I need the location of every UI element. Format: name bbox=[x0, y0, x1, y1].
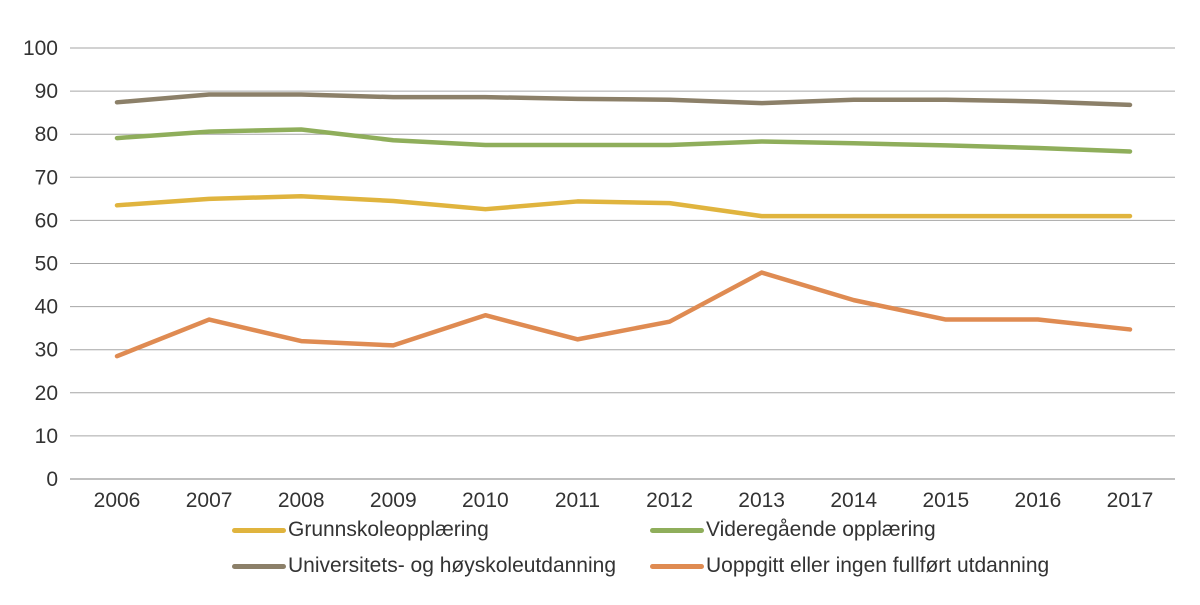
x-axis-tick-label: 2006 bbox=[94, 489, 141, 512]
y-axis-tick-label: 30 bbox=[35, 339, 58, 362]
series-line-universitets-og-høyskoleutdanning bbox=[114, 92, 1133, 108]
x-axis-tick-label: 2015 bbox=[922, 489, 969, 512]
x-axis-tick-label: 2016 bbox=[1015, 489, 1062, 512]
x-axis-tick-label: 2013 bbox=[738, 489, 785, 512]
legend-label: Universitets- og høyskoleutdanning bbox=[288, 554, 617, 577]
gridlines bbox=[70, 47, 1175, 480]
x-axis-tick-label: 2011 bbox=[555, 489, 600, 512]
y-axis-tick-label: 70 bbox=[35, 166, 58, 189]
legend-item: Universitets- og høyskoleutdanning bbox=[232, 554, 616, 578]
y-axis-labels: 0 10 20 30 40 50 60 70 80 90 100 bbox=[23, 37, 58, 491]
y-axis-tick-label: 60 bbox=[35, 209, 58, 232]
legend-item: Grunnskoleopplæring bbox=[232, 518, 489, 542]
x-axis-tick-label: 2008 bbox=[278, 489, 325, 512]
legend-swatch-icon bbox=[650, 563, 704, 569]
series-line-grunnskoleopplæring bbox=[114, 194, 1133, 219]
y-axis-tick-label: 90 bbox=[35, 80, 58, 103]
legend-swatch-icon bbox=[650, 527, 704, 533]
y-axis-tick-label: 20 bbox=[35, 382, 58, 405]
series-line-videregående-opplæring bbox=[114, 127, 1133, 154]
legend-label: Videregående opplæring bbox=[706, 518, 936, 541]
x-axis-labels: 2006 2007 2008 2009 2010 2011 2012 2013 2014 2015… bbox=[94, 489, 1154, 512]
legend-label: Uoppgitt eller ingen fullført utdanning bbox=[706, 554, 1050, 577]
legend-swatch-icon bbox=[232, 527, 286, 533]
series-lines bbox=[114, 92, 1133, 359]
y-axis-tick-label: 40 bbox=[35, 296, 58, 319]
x-axis-tick-label: 2012 bbox=[646, 489, 693, 512]
x-axis-tick-label: 2007 bbox=[186, 489, 233, 512]
legend-item: Videregående opplæring bbox=[650, 518, 936, 542]
y-axis-tick-label: 10 bbox=[35, 425, 58, 448]
y-axis-tick-label: 80 bbox=[35, 123, 58, 146]
legend-label: Grunnskoleopplæring bbox=[288, 518, 489, 541]
x-axis-tick-label: 2014 bbox=[830, 489, 877, 512]
x-axis-tick-label: 2010 bbox=[462, 489, 509, 512]
series-line-uoppgitt-eller-ingen-fullført-utdanning bbox=[114, 270, 1133, 359]
y-axis-tick-label: 100 bbox=[23, 37, 58, 60]
legend-swatch-icon bbox=[232, 563, 286, 569]
y-axis-tick-label: 0 bbox=[46, 468, 58, 491]
legend-item: Uoppgitt eller ingen fullført utdanning bbox=[650, 554, 1049, 578]
y-axis-tick-label: 50 bbox=[35, 253, 58, 276]
x-axis-tick-label: 2017 bbox=[1107, 489, 1154, 512]
x-axis-tick-label: 2009 bbox=[370, 489, 417, 512]
